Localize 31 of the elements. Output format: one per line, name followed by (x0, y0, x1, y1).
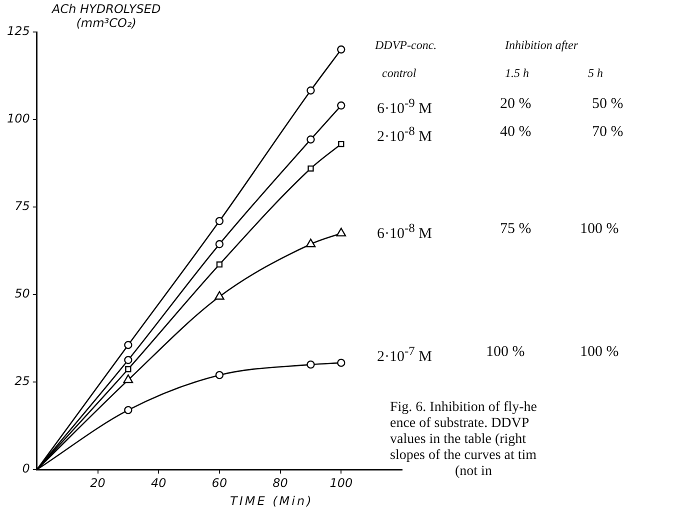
y-tick-label: 125 (7, 24, 30, 38)
y-tick-label: 100 (7, 112, 30, 126)
x-axis-title: TIME (Min) (230, 494, 314, 508)
text: 100 % (580, 221, 619, 238)
text: 6·10$^{-9}$ M (377, 96, 432, 118)
y-tick-label: 0 (22, 462, 30, 476)
text: 6·10$^{-8}$ M (377, 221, 432, 243)
x-tick-label: 40 (150, 476, 167, 490)
y-axis-title: ACh HYDROLYSED (mm³CO₂) (52, 2, 161, 30)
y-tick-label: 25 (14, 374, 30, 388)
text: 1.5 h (505, 66, 529, 81)
x-tick-label: 20 (90, 476, 106, 490)
text: 40 % (500, 124, 532, 141)
annotation: Fig. 6. Inhibition of fly-he ence of substrate. DDVP values in the table (right slopes of the curves at tim (not in (390, 400, 537, 480)
x-tick-label: 60 (212, 476, 228, 490)
x-tick-label: 100 (330, 476, 353, 490)
x-tick-label: 80 (272, 476, 288, 490)
text: 70 % (592, 124, 624, 141)
text: 2·10$^{-8}$ M (377, 124, 432, 146)
text: 20 % (500, 96, 532, 113)
text: 75 % (500, 221, 532, 238)
text: 100 % (486, 344, 525, 361)
y-tick-label: 50 (14, 286, 30, 301)
text: 50 % (592, 96, 624, 113)
y-tick-label: 75 (14, 199, 30, 214)
text: 5 h (588, 66, 603, 81)
annotation: DDVP-conc. (375, 38, 437, 53)
text: 100 % (580, 344, 619, 361)
text: 2·10$^{-7}$ M (377, 344, 432, 366)
text: Inhibition after (505, 38, 578, 53)
text: control (382, 66, 416, 81)
